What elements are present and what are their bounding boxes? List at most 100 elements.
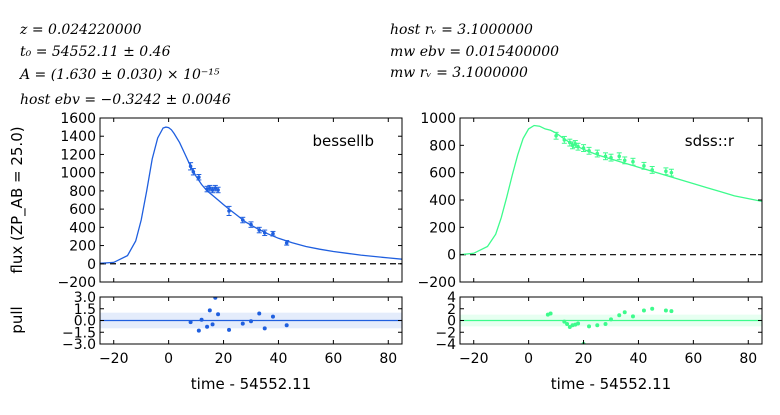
model-curve <box>460 124 762 256</box>
pull-point <box>576 321 581 326</box>
x-tick-label: 0 <box>164 351 173 367</box>
y-axis-label: pull <box>8 306 26 333</box>
pull-point <box>199 317 204 322</box>
pull-point <box>650 306 655 311</box>
x-tick-label: −20 <box>459 351 489 367</box>
data-point-errorbar <box>649 166 655 174</box>
pull-point <box>587 324 592 329</box>
pull-point <box>216 312 221 317</box>
data-point-errorbar <box>196 173 202 181</box>
pull-point <box>609 317 613 322</box>
x-tick-label: 60 <box>324 351 342 367</box>
flux-panel-bessellb: −200 0 200 400 600 800 1000 1200 1400 1600 bessell… <box>8 111 403 291</box>
plot-area <box>460 306 762 344</box>
y-tick-label: 0 <box>87 257 96 273</box>
y-tick-label: 0 <box>447 314 456 330</box>
y-tick-label: 1000 <box>420 111 456 127</box>
pull-point <box>630 314 635 319</box>
y-tick-label: −200 <box>58 275 96 291</box>
pull-point <box>262 326 267 331</box>
y-tick-label: −3.0 <box>62 337 96 353</box>
data-point-errorbar <box>594 149 600 158</box>
data-point-errorbar <box>270 230 276 237</box>
pull-point <box>205 324 210 329</box>
pull-panel-bessellb: −20 0 20 40 60 80 3.01.50.0−1.5−3.0 time - 5455… <box>8 290 403 393</box>
band-label: sdss::r <box>685 132 735 150</box>
data-point-errorbar <box>641 161 647 170</box>
band-label: bessellb <box>313 132 374 150</box>
y-tick-label: 200 <box>69 239 96 255</box>
param-z: z = 0.024220000 <box>19 22 142 38</box>
y-tick-label: 1600 <box>60 111 96 127</box>
x-tick-label: −20 <box>99 351 129 367</box>
x-tick-label: 20 <box>215 351 233 367</box>
x-tick-label: 0 <box>524 351 533 367</box>
pull-point <box>249 319 253 324</box>
y-tick-label: 800 <box>429 138 456 154</box>
pull-point <box>240 321 245 326</box>
plot-area <box>460 124 762 256</box>
param-t0: t₀ = 54552.11 ± 0.46 <box>20 44 171 60</box>
data-point-errorbar <box>668 168 674 177</box>
param-mw-rv: mw rᵥ = 3.1000000 <box>390 65 528 81</box>
pull-point <box>603 322 608 327</box>
data-point-errorbar <box>630 157 636 166</box>
pull-point <box>617 313 622 318</box>
y-tick-label: 800 <box>69 184 96 200</box>
y-tick-label: 3.0 <box>74 290 96 306</box>
plot-area <box>100 126 402 265</box>
data-point-errorbar <box>663 167 669 176</box>
pull-point <box>270 314 275 319</box>
pull-point <box>562 319 567 324</box>
data-point-errorbar <box>256 226 262 234</box>
y-tick-label: 0 <box>447 248 456 264</box>
pull-point <box>196 328 201 333</box>
pull-point <box>284 323 289 328</box>
pull-point <box>595 323 600 328</box>
pull-point <box>188 320 193 325</box>
pull-point <box>669 309 674 314</box>
data-point-errorbar <box>226 205 232 216</box>
pull-point <box>213 297 218 300</box>
fit-parameters-left: z = 0.024220000 t₀ = 54552.11 ± 0.46 A =… <box>18 22 231 108</box>
x-tick-label: 80 <box>379 351 397 367</box>
pull-point <box>227 327 232 332</box>
data-point-errorbar <box>570 141 576 150</box>
data-point-errorbar <box>262 229 268 237</box>
y-tick-label: 600 <box>69 202 96 218</box>
x-tick-label: 20 <box>575 351 593 367</box>
x-tick-label: 40 <box>630 351 648 367</box>
y-tick-label: 400 <box>69 220 96 236</box>
data-point-errorbar <box>575 142 581 151</box>
y-tick-label: 1.5 <box>74 302 96 318</box>
x-tick-label: 60 <box>684 351 702 367</box>
x-tick-label: 40 <box>270 351 288 367</box>
axes-frame <box>99 117 403 283</box>
y-tick-label: 600 <box>429 166 456 182</box>
data-point-errorbar <box>190 168 196 176</box>
pull-point <box>663 308 668 313</box>
y-tick-label: 400 <box>429 193 456 209</box>
data-point-errorbar <box>204 185 210 193</box>
pull-point <box>257 311 262 316</box>
data-point-errorbar <box>553 131 559 140</box>
y-tick-label: −1.5 <box>62 325 96 341</box>
y-tick-label: 4 <box>447 290 456 306</box>
y-tick-label: 200 <box>429 220 456 236</box>
y-tick-label: 1400 <box>60 129 96 145</box>
y-tick-label: −4 <box>435 337 456 353</box>
data-point-errorbar <box>586 146 592 155</box>
x-tick-label: 80 <box>739 351 757 367</box>
pull-point <box>641 308 646 313</box>
pull-point <box>548 311 553 316</box>
data-point-errorbar <box>284 240 290 246</box>
data-point-errorbar <box>581 144 587 152</box>
y-axis-label: flux (ZP_AB = 25.0) <box>8 126 27 273</box>
data-point-errorbar <box>561 135 567 144</box>
data-point-errorbar <box>215 186 221 194</box>
x-axis-label: time - 54552.11 <box>551 375 671 393</box>
y-tick-label: 2 <box>447 302 456 318</box>
